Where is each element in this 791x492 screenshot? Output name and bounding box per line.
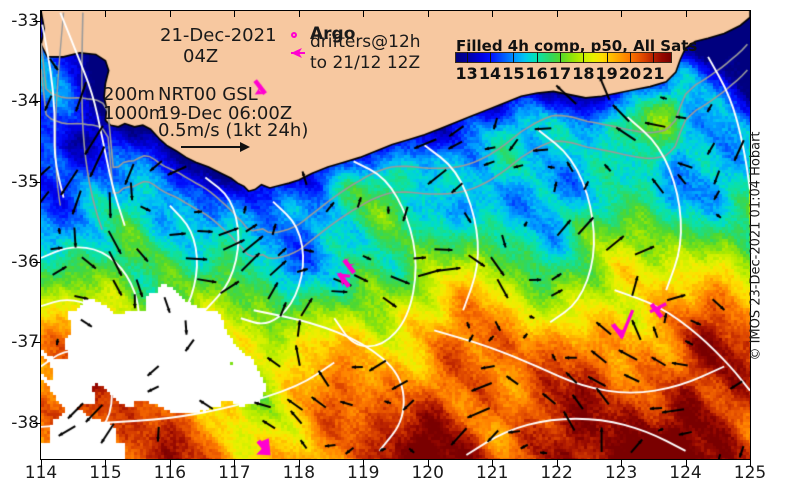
x-tick-mark-top <box>492 10 494 17</box>
argo-legend-period: to 21/12 12Z <box>310 53 421 73</box>
x-tick-mark-top <box>556 10 558 17</box>
y-tick-mark <box>33 342 40 344</box>
map-plot-area[interactable] <box>40 10 751 460</box>
x-tick-mark-top <box>621 10 623 17</box>
x-tick-label: 125 <box>733 463 767 483</box>
colorbar-tick <box>606 52 608 63</box>
map-overlay-canvas <box>41 11 750 459</box>
x-tick-mark <box>363 460 365 467</box>
x-tick-label: 120 <box>411 463 444 483</box>
annotation-depth-1000m: 1000m <box>103 103 167 124</box>
colorbar-tick-label: 19 <box>595 64 618 83</box>
colorbar-tick-label: 20 <box>618 64 642 83</box>
x-tick-label: 121 <box>475 463 509 483</box>
colorbar-tick-label: 21 <box>642 64 665 83</box>
argo-float-marker-icon <box>291 32 297 38</box>
x-tick-mark <box>492 460 494 467</box>
x-tick-mark-top <box>298 10 300 17</box>
argo-legend-title: Argo <box>310 24 356 44</box>
x-tick-mark-top <box>169 10 171 17</box>
x-tick-label: 114 <box>24 463 58 483</box>
x-tick-label: 124 <box>669 463 702 483</box>
x-tick-mark <box>169 460 171 467</box>
x-tick-mark <box>298 460 300 467</box>
colorbar-tick <box>630 52 631 63</box>
x-tick-mark <box>105 460 107 467</box>
colorbar-title: Filled 4h comp, p50, All Sats <box>456 37 698 55</box>
colorbar-ticks <box>455 52 672 63</box>
x-tick-mark-top <box>105 10 107 17</box>
x-tick-mark <box>556 460 558 467</box>
colorbar-tick <box>490 52 491 63</box>
annotation-product-time: 19-Dec 06:00Z <box>158 103 293 124</box>
x-tick-label: 115 <box>89 463 122 483</box>
x-tick-label: 118 <box>282 463 316 483</box>
x-tick-mark <box>427 460 429 467</box>
colorbar-tick <box>536 52 538 63</box>
drifter-track-arrow-icon <box>291 48 305 58</box>
x-tick-label: 117 <box>218 463 251 483</box>
colorbar-tick <box>560 52 561 63</box>
x-tick-mark <box>621 460 623 467</box>
colorbar-tick <box>583 52 585 63</box>
copyright-credit: © IMOS 23-Dec-2021 01:04 Hobart <box>748 131 764 361</box>
colorbar-tick-label: 15 <box>502 64 525 83</box>
y-tick-label: -36 <box>11 251 39 272</box>
x-tick-mark-top <box>750 10 751 17</box>
x-tick-label: 122 <box>540 463 573 483</box>
x-tick-label: 116 <box>153 463 187 483</box>
y-tick-mark <box>33 422 40 424</box>
x-tick-mark <box>750 460 751 467</box>
vector-scale-arrow-icon <box>181 142 250 152</box>
x-tick-mark <box>41 460 42 467</box>
x-tick-mark <box>234 460 236 467</box>
annotation-vector-scale: 0.5m/s (1kt 24h) <box>158 120 309 141</box>
colorbar-tick <box>653 52 655 63</box>
colorbar-tick <box>466 52 468 63</box>
y-tick-mark <box>33 261 40 263</box>
colorbar-tick-label: 17 <box>548 64 572 83</box>
annotation-depth-200m: 200m <box>103 84 155 105</box>
colorbar-gradient <box>455 52 672 63</box>
y-tick-mark <box>33 20 40 22</box>
x-tick-label: 119 <box>347 463 380 483</box>
annotation-date: 21-Dec-2021 <box>160 25 277 46</box>
annotation-time: 04Z <box>183 46 219 67</box>
y-tick-mark <box>33 101 40 103</box>
argo-legend-drifters: drifters@12h <box>310 32 421 52</box>
y-tick-mark <box>33 181 40 183</box>
colorbar-tick-label: 13 <box>455 64 478 83</box>
x-tick-mark-top <box>363 10 365 17</box>
y-tick-label: -38 <box>11 412 39 433</box>
annotation-product-label: NRT00 GSL <box>158 84 258 105</box>
y-tick-label: -34 <box>11 91 39 112</box>
x-tick-label: 123 <box>604 463 638 483</box>
x-tick-mark <box>685 460 687 467</box>
y-tick-label: -33 <box>11 10 39 31</box>
x-tick-mark-top <box>685 10 687 17</box>
colorbar-tick <box>513 52 515 63</box>
x-tick-mark-top <box>427 10 429 17</box>
y-tick-label: -35 <box>11 171 39 192</box>
colorbar-tick-label: 14 <box>478 64 502 83</box>
x-tick-mark-top <box>41 10 42 17</box>
x-tick-mark-top <box>234 10 236 17</box>
colorbar-tick-label: 18 <box>572 64 595 83</box>
colorbar-tick-label: 16 <box>525 64 548 83</box>
y-tick-label: -37 <box>11 332 39 353</box>
